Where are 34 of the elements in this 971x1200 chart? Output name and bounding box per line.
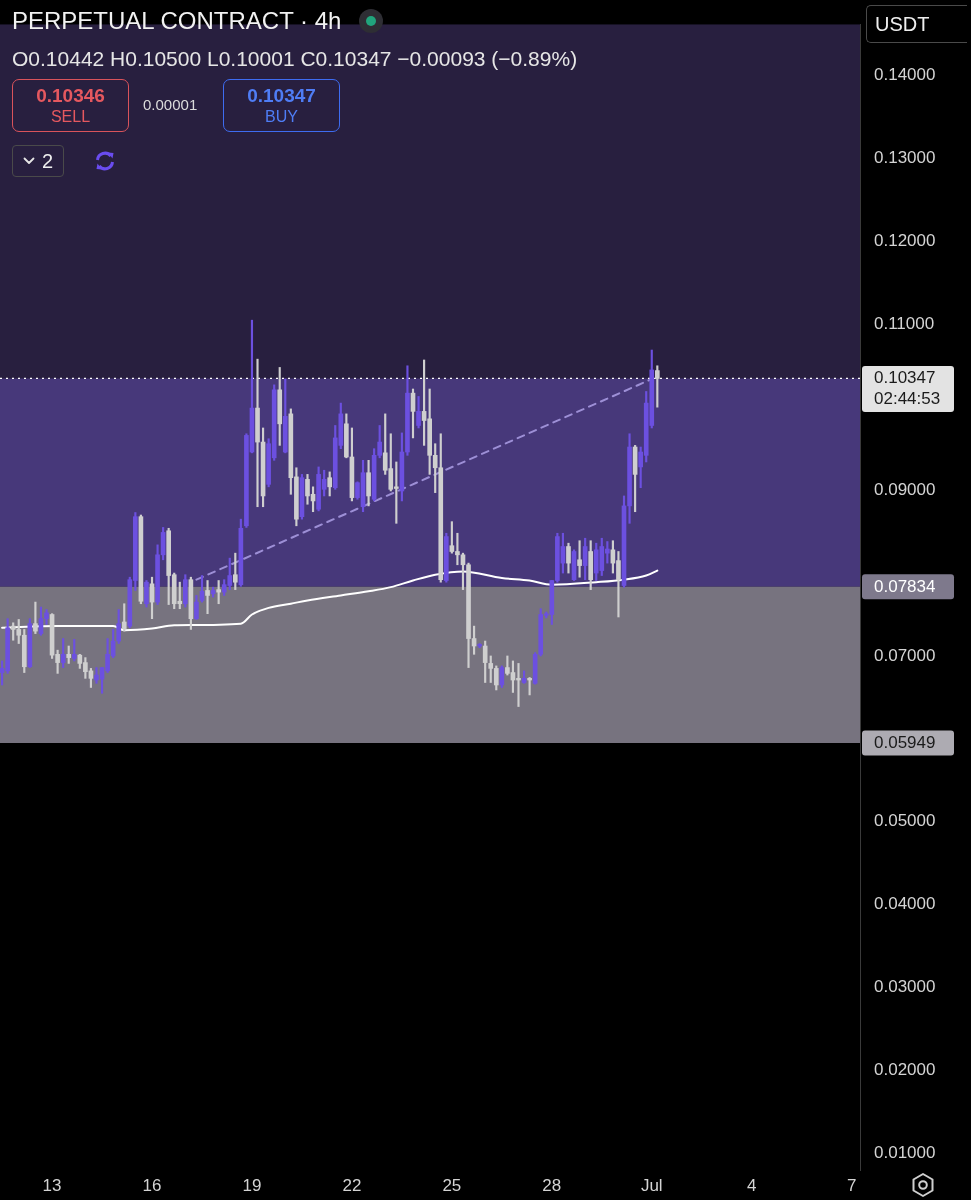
y-tick-label: 0.09000 bbox=[874, 479, 936, 499]
y-tick-label: 0.14000 bbox=[874, 65, 936, 85]
annotation: 0.00001 bbox=[143, 96, 198, 114]
candlestick bbox=[205, 580, 210, 615]
x-tick-label: 28 bbox=[542, 1175, 562, 1195]
ref-line-label: 0.10347 02:44:53 bbox=[874, 368, 941, 409]
x-tick-label: 25 bbox=[442, 1175, 462, 1195]
annotation: SELL bbox=[50, 106, 91, 127]
annotation: 2 bbox=[42, 150, 54, 172]
x-tick-label: 22 bbox=[342, 1175, 362, 1195]
annotation: BUY bbox=[265, 106, 298, 127]
band-label: 0.05949 bbox=[874, 732, 936, 752]
y-tick-label: 0.12000 bbox=[874, 231, 936, 251]
y-tick-label: 0.13000 bbox=[874, 148, 936, 168]
x-tick-label: 13 bbox=[42, 1175, 62, 1195]
y-tick-label: 0.11000 bbox=[874, 314, 935, 334]
y-tick-label: 0.02000 bbox=[874, 1060, 936, 1080]
chart-title: PERPETUAL CONTRACT · 4h bbox=[12, 7, 342, 35]
x-tick-label: Jul bbox=[640, 1175, 663, 1195]
x-tick-label: 19 bbox=[242, 1175, 262, 1195]
y-tick-label: 0.04000 bbox=[874, 894, 936, 914]
candlestick bbox=[255, 358, 260, 508]
y-tick-label: 0.07000 bbox=[874, 645, 936, 665]
y-tick-label: 0.05000 bbox=[874, 811, 936, 831]
y-tick-label: 0.03000 bbox=[874, 977, 936, 997]
band-label: 0.07834 bbox=[874, 576, 936, 596]
x-tick-label: 16 bbox=[142, 1175, 162, 1195]
annotation: 0.10347 bbox=[247, 84, 316, 107]
x-tick-label: 7 bbox=[846, 1175, 857, 1195]
text: O0.10442 H0.10500 L0.10001 C0.10347 −0.00093 (−0.89%) bbox=[12, 46, 578, 72]
x-tick-label: 4 bbox=[746, 1175, 757, 1195]
text: USDT bbox=[875, 13, 930, 35]
annotation: 0.10346 bbox=[36, 84, 105, 107]
y-tick-label: 0.01000 bbox=[874, 1143, 936, 1163]
